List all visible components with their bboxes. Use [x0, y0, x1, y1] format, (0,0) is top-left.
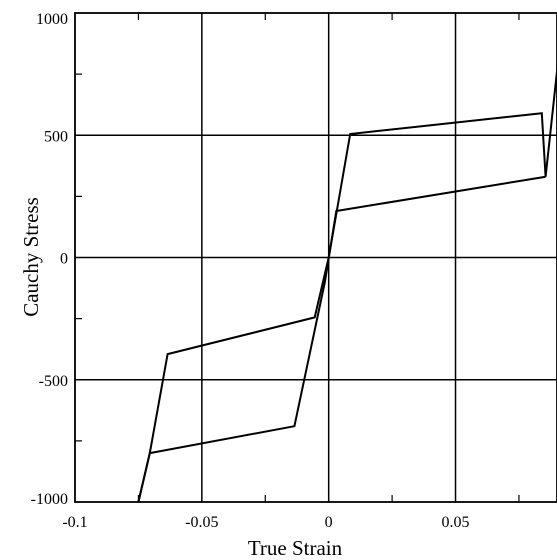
y-axis-title: Cauchy Stress [19, 197, 43, 317]
x-tick-label: 0.05 [442, 514, 470, 531]
x-tick-label: 0 [325, 514, 333, 531]
minor-ticks [75, 13, 520, 502]
y-tick-label: -1000 [31, 491, 68, 508]
plot-frame [74, 12, 557, 503]
y-tick-label: 500 [44, 128, 68, 145]
grid [75, 13, 557, 502]
x-tick-labels: -0.1 -0.05 0 0.05 [62, 514, 469, 531]
y-tick-label: -500 [39, 373, 68, 390]
y-tick-label: 0 [60, 251, 68, 268]
x-axis-title: True Strain [248, 536, 343, 560]
y-tick-labels: -1000 -500 0 500 1000 [31, 11, 68, 508]
curves [137, 61, 557, 502]
x-tick-label: -0.1 [62, 514, 87, 531]
x-tick-label: -0.05 [185, 514, 218, 531]
y-tick-label: 1000 [36, 11, 68, 28]
hysteresis-curve-2 [137, 175, 546, 502]
